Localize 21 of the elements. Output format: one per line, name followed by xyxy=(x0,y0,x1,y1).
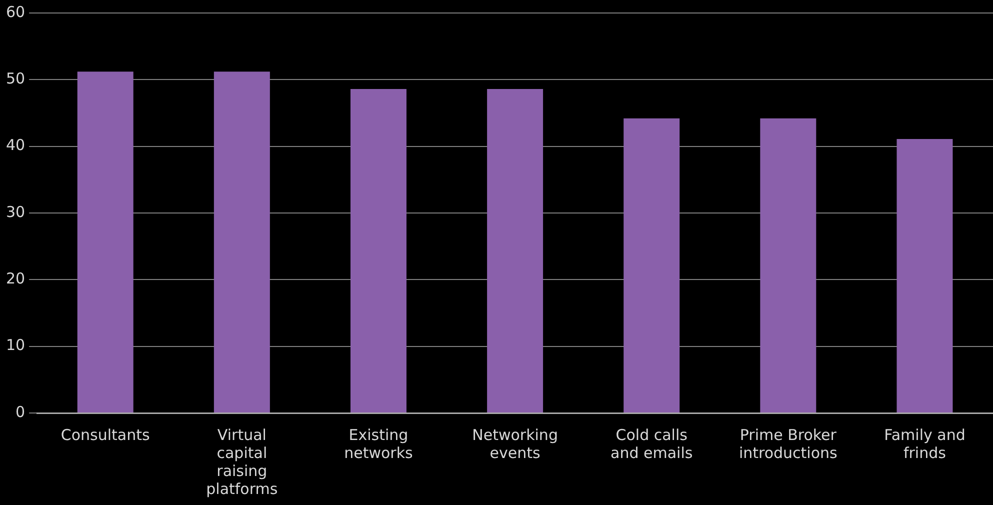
bar xyxy=(896,139,953,412)
x-tick-label: Cold calls and emails xyxy=(610,426,693,462)
y-tick-label: 0 xyxy=(16,402,26,421)
x-tick-label: Consultants xyxy=(60,426,150,444)
x-tick-label: Prime Broker introductions xyxy=(738,426,838,462)
x-tick-label: Networking events xyxy=(472,426,558,462)
bar xyxy=(624,118,680,412)
y-tick-label: 20 xyxy=(6,270,26,288)
x-tick-label: Virtual capital raising platforms xyxy=(206,426,278,498)
y-tick-label: 30 xyxy=(6,202,26,221)
bar xyxy=(487,89,544,412)
bar xyxy=(77,72,134,412)
y-tick-label: 50 xyxy=(6,70,26,88)
y-tick-label: 10 xyxy=(6,336,26,354)
bar xyxy=(350,89,406,412)
y-tick-label: 60 xyxy=(6,2,26,21)
x-tick-label: Existing networks xyxy=(344,426,414,462)
x-tick-label: Family and frinds xyxy=(884,426,966,462)
y-tick-label: 40 xyxy=(6,136,26,154)
bar xyxy=(214,72,270,412)
bar xyxy=(760,118,816,412)
